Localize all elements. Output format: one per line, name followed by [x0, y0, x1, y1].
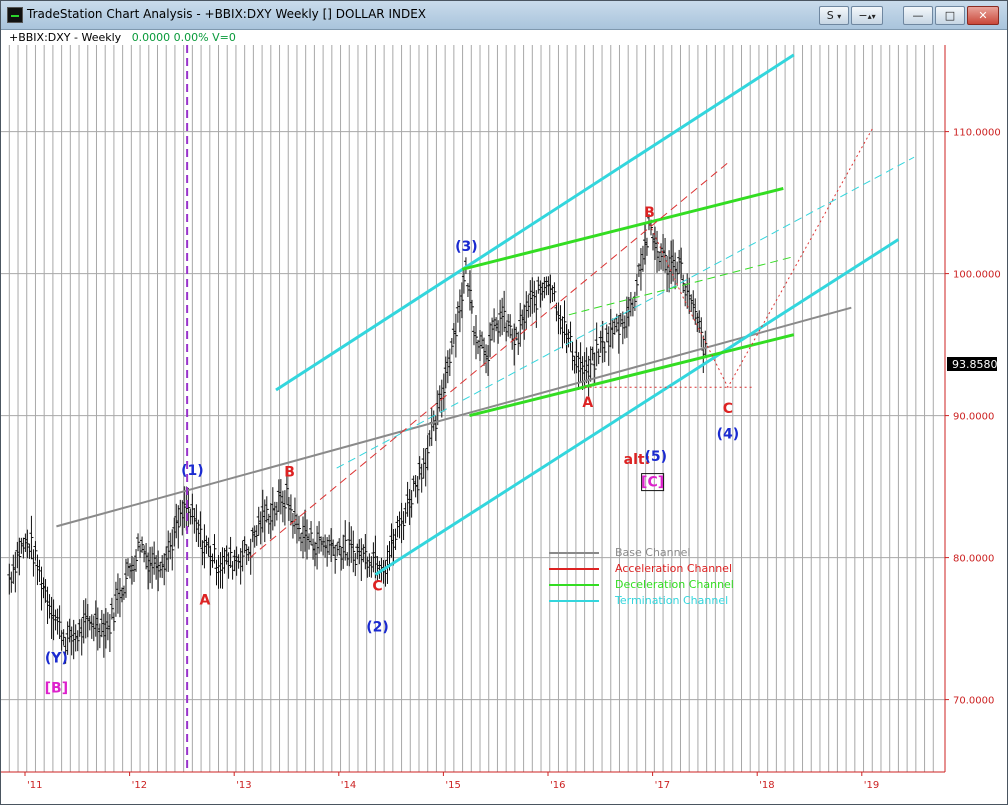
channel-line — [56, 306, 852, 528]
window-title: TradeStation Chart Analysis - +BBIX:DXY … — [27, 7, 427, 21]
last-price-box — [947, 357, 997, 371]
x-tick-label: '13 — [236, 780, 251, 791]
wave-label: (1) — [181, 463, 204, 479]
wave-label: C — [372, 578, 382, 594]
y-tick-label: 90.0000 — [953, 412, 994, 423]
wave-labels: (Y) [B] (1) A B C (2) (3) A B C (4) alt:(5) [C] — [45, 205, 740, 697]
wave-label: (4) — [717, 426, 740, 442]
channel-line — [469, 333, 795, 418]
legend-entry: Deceleration Channel — [615, 578, 734, 591]
y-tick-label: 70.0000 — [953, 696, 994, 707]
maximize-button[interactable]: □ — [935, 6, 965, 25]
symbol-label: +BBIX:DXY - Weekly — [9, 31, 122, 44]
x-tick-label: '17 — [655, 780, 670, 791]
dropdown-arrow-icon: ▾ — [837, 12, 842, 21]
wave-label: B — [644, 205, 655, 221]
wave-label: (2) — [366, 619, 389, 635]
plot-area[interactable] — [1, 45, 945, 772]
wave-label: [C] — [641, 475, 664, 491]
s-button-label: S — [826, 9, 834, 22]
wave-label: (Y) — [45, 651, 68, 667]
s-menu-button[interactable]: S ▾ — [819, 6, 849, 25]
scroll-arrows-icon: ▴▾ — [867, 12, 876, 21]
wave-label: C — [723, 401, 733, 417]
channel-line — [374, 238, 900, 576]
wave-label: (3) — [455, 239, 478, 255]
y-tick-label: 100.0000 — [953, 270, 1001, 281]
price-readout: 0.0000 0.00% V=0 — [131, 31, 236, 44]
axes: 70.0000 80.0000 90.0000 100.0000 110.0000 '11… — [1, 45, 1001, 791]
close-icon: ✕ — [978, 9, 988, 22]
last-price-label: 93.8580 — [952, 358, 998, 371]
x-tick-label: '15 — [445, 780, 460, 791]
wave-label: (5) — [644, 449, 667, 465]
x-tick-label: '11 — [27, 780, 42, 791]
app-icon — [7, 7, 23, 23]
y-tick-label: 110.0000 — [953, 128, 1001, 139]
status-line: +BBIX:DXY - Weekly 0.0000 0.00% V=0 — [9, 31, 236, 44]
wave-label: alt: — [624, 452, 651, 468]
wave-label: A — [199, 592, 210, 608]
legend-entry: Base Channel — [615, 546, 690, 559]
wave-label-box — [641, 473, 665, 492]
channel-line — [275, 53, 795, 392]
minimize-icon: — — [912, 9, 924, 22]
price-series — [7, 213, 708, 664]
close-button[interactable]: ✕ — [967, 6, 999, 25]
maximize-icon: □ — [944, 9, 956, 22]
legend: Base Channel Acceleration Channel Decelera… — [549, 546, 734, 607]
wave-label: A — [582, 395, 593, 411]
channel-line — [461, 186, 784, 271]
x-tick-label: '18 — [759, 780, 774, 791]
y-tick-label: 80.0000 — [953, 554, 994, 565]
x-tick-label: '16 — [550, 780, 565, 791]
channel-line — [336, 156, 915, 469]
minus-icon: − — [858, 9, 868, 22]
last-price-marker: 93.8580 — [947, 357, 998, 371]
x-tick-label: '19 — [864, 780, 879, 791]
title-bar[interactable]: TradeStation Chart Analysis - +BBIX:DXY … — [1, 1, 1007, 30]
minimize-button[interactable]: — — [903, 6, 933, 25]
minus-scroll-button[interactable]: −▴▾ — [851, 6, 883, 25]
legend-entry: Termination Channel — [614, 594, 728, 607]
wave-label: B — [284, 465, 295, 481]
wave-label: [B] — [45, 681, 68, 697]
legend-entry: Acceleration Channel — [615, 562, 732, 575]
x-tick-label: '12 — [132, 780, 147, 791]
trend-lines — [56, 45, 915, 772]
grid — [1, 45, 945, 772]
x-tick-label: '14 — [341, 780, 356, 791]
